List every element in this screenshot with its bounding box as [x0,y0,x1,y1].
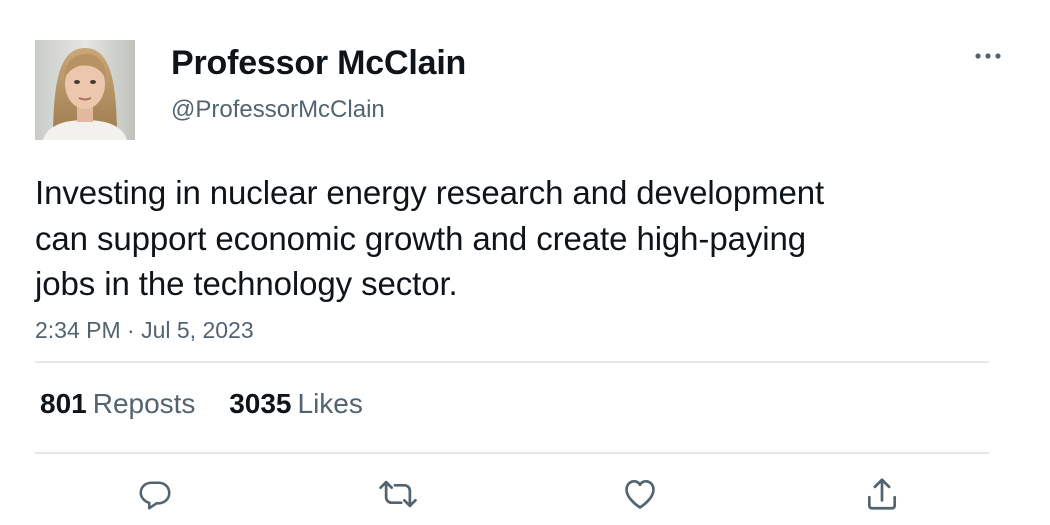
tweet-timestamp[interactable]: 2:34 PM · Jul 5, 2023 [35,317,254,343]
repost-icon [379,480,417,508]
share-icon [867,478,897,510]
reposts-count: 801 [40,388,87,419]
share-button[interactable] [862,474,902,514]
more-horizontal-icon [975,53,1001,59]
avatar[interactable] [35,40,135,140]
heart-icon [625,479,655,509]
divider [35,361,989,363]
likes-label: Likes [297,388,363,419]
likes-count: 3035 [229,388,292,419]
likes-stat[interactable]: 3035 Likes [229,386,363,422]
like-button[interactable] [620,474,660,514]
repost-button[interactable] [378,474,418,514]
display-name[interactable]: Professor McClain [171,44,467,82]
reply-button[interactable] [135,474,175,514]
divider [35,452,989,454]
reply-icon [139,481,171,510]
tweet-text: Investing in nuclear energy research and… [35,174,825,302]
engagement-stats: 801 Reposts 3035 Likes [40,386,363,422]
avatar-image [35,40,135,140]
reposts-stat[interactable]: 801 Reposts [40,386,195,422]
user-handle[interactable]: @ProfessorMcClain [171,96,385,123]
more-options-button[interactable] [970,44,1006,68]
reposts-label: Reposts [92,388,196,419]
